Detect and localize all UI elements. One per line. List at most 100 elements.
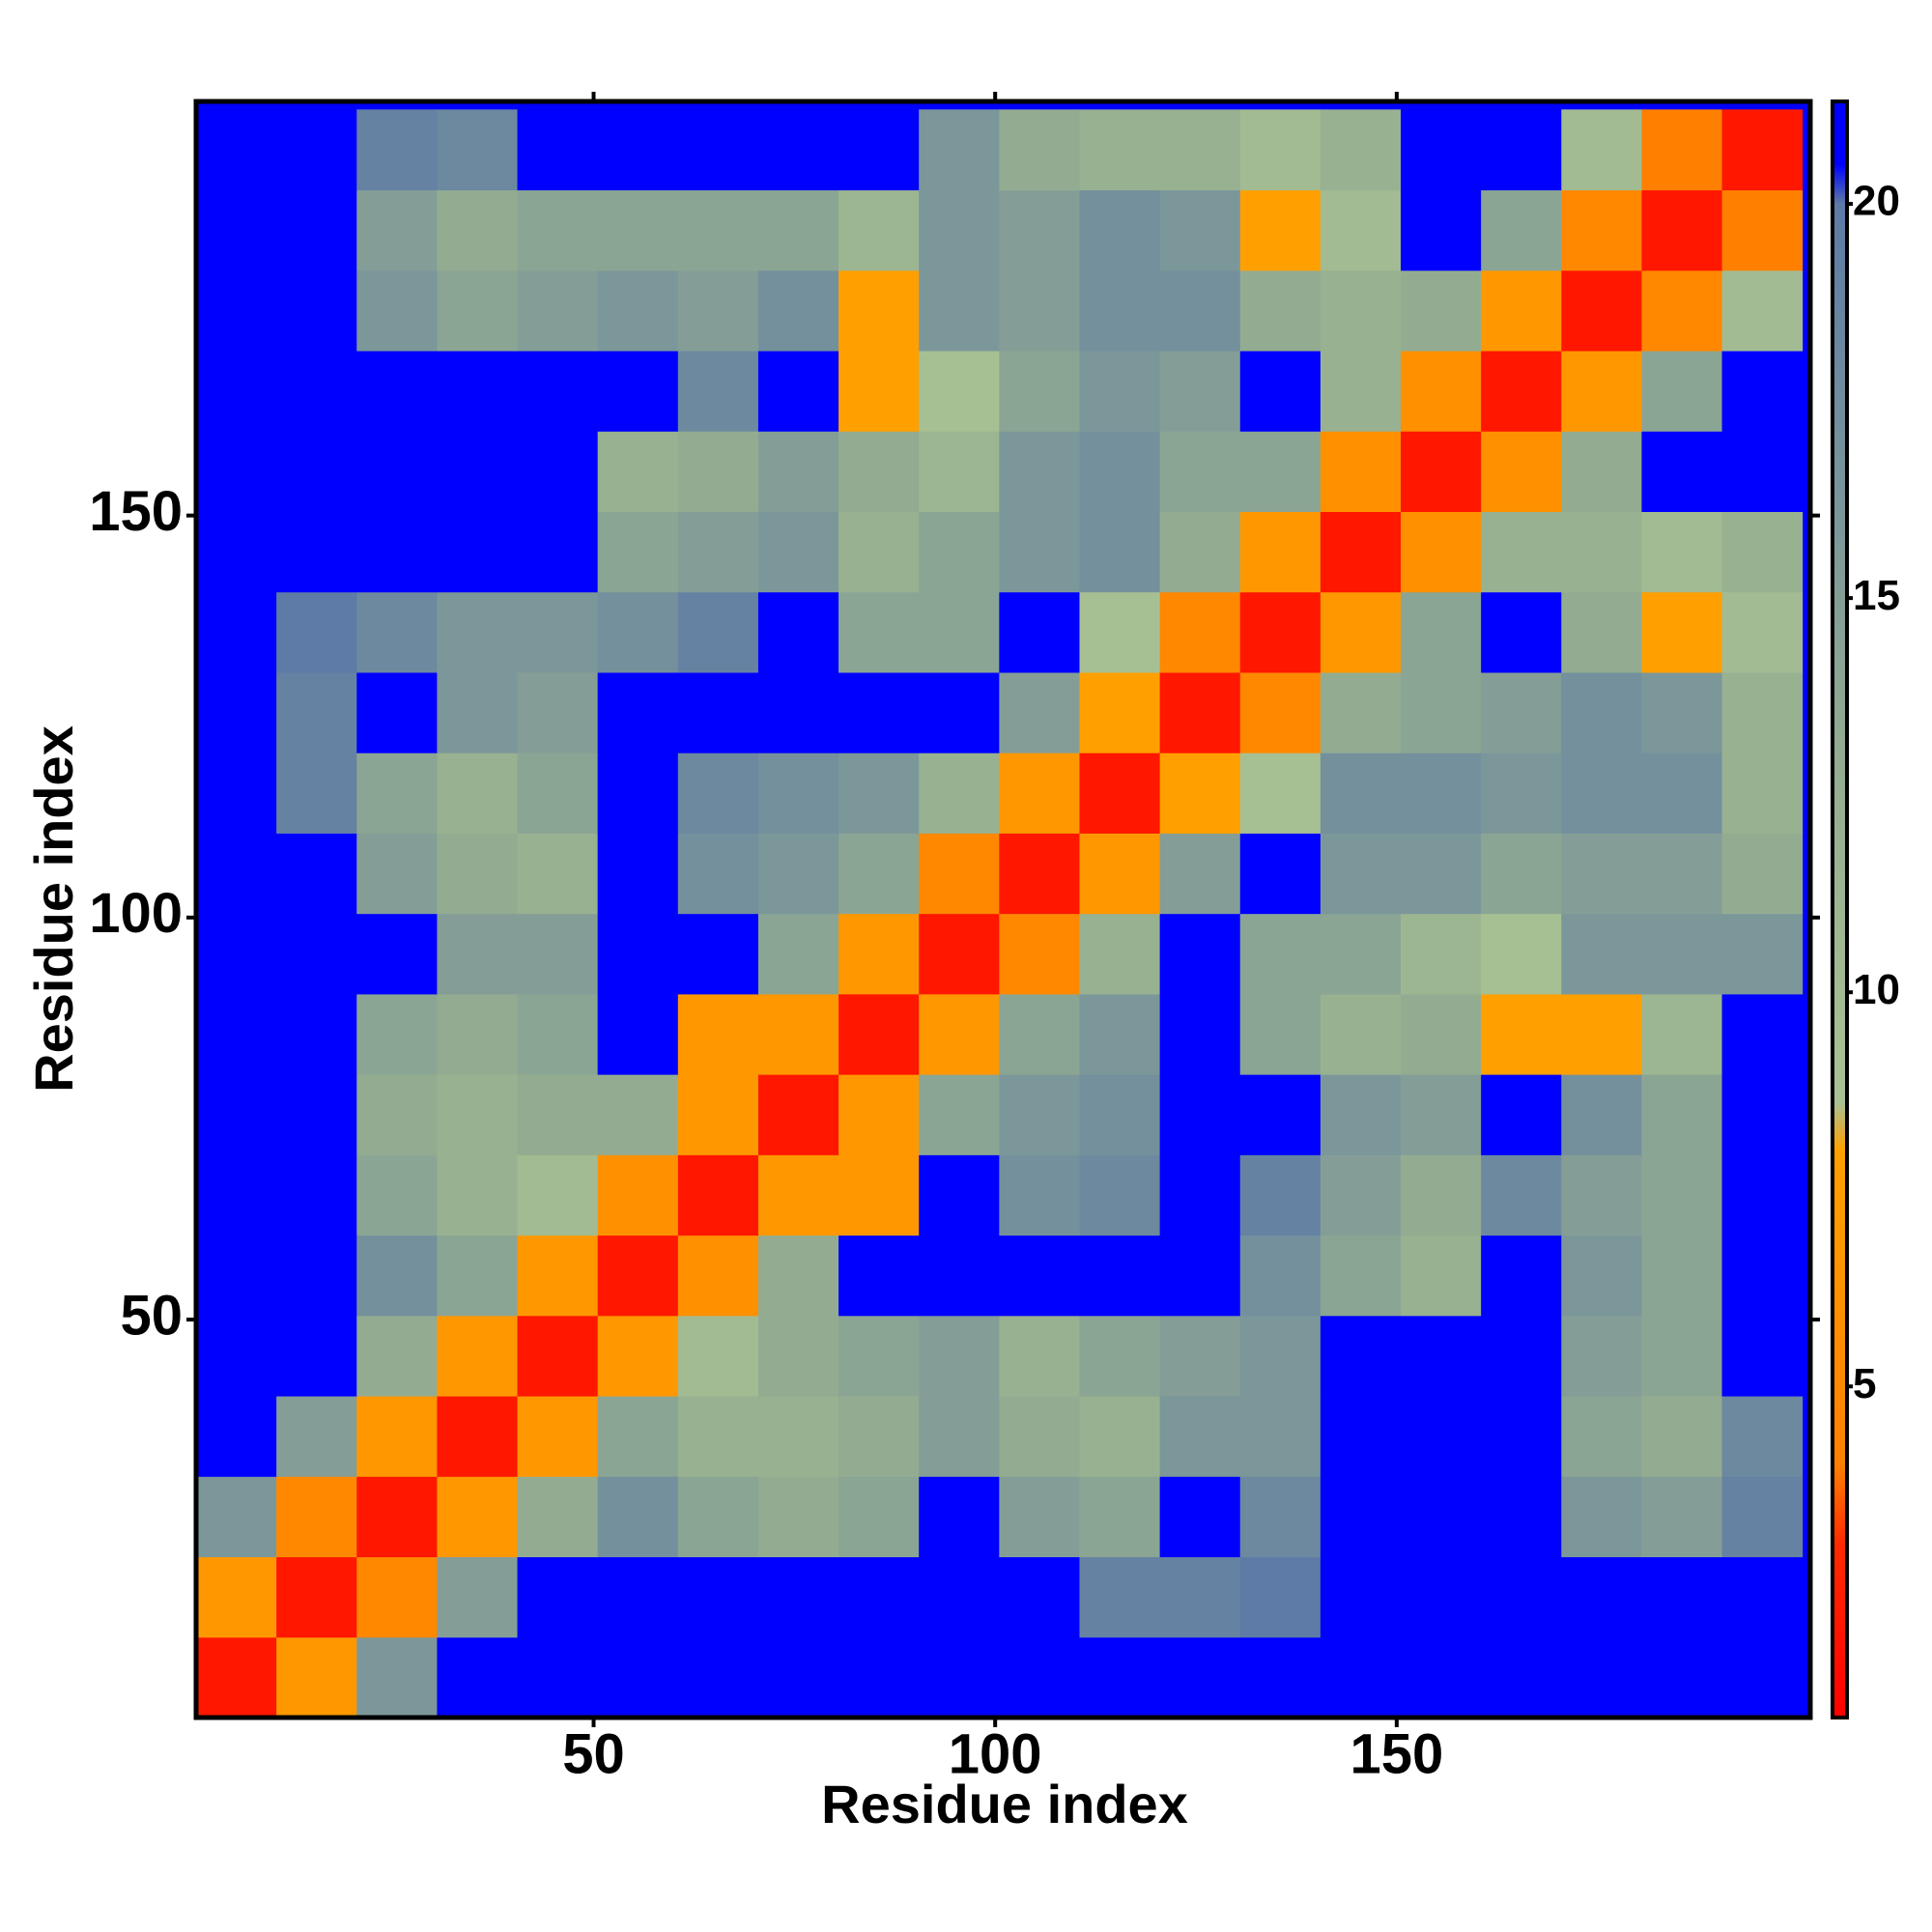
heatmap-cell (437, 511, 519, 593)
heatmap-cell (1561, 671, 1642, 753)
heatmap-cell (356, 1396, 438, 1477)
heatmap-cell (356, 993, 438, 1075)
heatmap-cell (1239, 1636, 1321, 1719)
heatmap-cell (356, 1636, 438, 1719)
heatmap-cell (276, 1396, 357, 1477)
heatmap-cell (597, 270, 679, 352)
heatmap-cell (1079, 351, 1161, 432)
heatmap-cell (1481, 1315, 1562, 1397)
heatmap-cell (1079, 511, 1161, 593)
heatmap-cell (1721, 351, 1804, 432)
heatmap-cell (1159, 431, 1241, 512)
heatmap-cell (1079, 913, 1161, 995)
y-axis-title: Residue index (23, 725, 84, 1093)
heatmap-cell (437, 1315, 519, 1397)
heatmap-cell (1079, 1154, 1161, 1236)
heatmap-cell (838, 511, 920, 593)
heatmap-cell (1641, 1315, 1723, 1397)
heatmap-cell (1079, 1476, 1161, 1558)
heatmap-cell (1401, 833, 1482, 915)
heatmap-cell (1401, 511, 1482, 593)
heatmap-cell (919, 431, 1000, 512)
heatmap-cell (1481, 511, 1562, 593)
heatmap-cell (1401, 753, 1482, 834)
heatmap-cell (677, 993, 759, 1075)
heatmap-cell (919, 1315, 1000, 1397)
heatmap-cell (1561, 591, 1642, 673)
heatmap-cell (999, 671, 1080, 753)
heatmap-cell (276, 270, 357, 352)
heatmap-cell (276, 913, 357, 995)
heatmap-cell (1481, 431, 1562, 512)
heatmap-cell (757, 270, 839, 352)
heatmap-cell (919, 1235, 1000, 1317)
heatmap-cell (1561, 1476, 1642, 1558)
heatmap-cell (1079, 1636, 1161, 1719)
heatmap-cell (1159, 1636, 1241, 1719)
heatmap-cell (437, 1154, 519, 1236)
heatmap-cell (999, 351, 1080, 432)
heatmap-cell (1079, 1235, 1161, 1317)
heatmap-cell (1401, 671, 1482, 753)
heatmap-cell (757, 1556, 839, 1638)
heatmap-cell (1079, 189, 1161, 271)
heatmap-cell (757, 591, 839, 673)
heatmap-cell (1561, 1556, 1642, 1638)
heatmap-cell (1159, 1476, 1241, 1558)
heatmap-cell (517, 431, 599, 512)
heatmap-cell (919, 1476, 1000, 1558)
heatmap-cell (517, 993, 599, 1075)
heatmap-cell (1239, 431, 1321, 512)
heatmap-cell (1641, 511, 1723, 593)
heatmap-cell (1159, 1315, 1241, 1397)
heatmap-cell (999, 1556, 1080, 1638)
heatmap-cell (1401, 1636, 1482, 1719)
heatmap-cell (999, 1315, 1080, 1397)
heatmap-cell (919, 1636, 1000, 1719)
heatmap-cell (999, 1396, 1080, 1477)
heatmap-cell (1401, 1154, 1482, 1236)
heatmap-cell (1159, 511, 1241, 593)
heatmap-cell (1159, 913, 1241, 995)
heatmap-cell (1239, 1154, 1321, 1236)
heatmap-cell (1320, 591, 1402, 673)
heatmap-cell (757, 109, 839, 191)
heatmap-cell (677, 109, 759, 191)
heatmap-cell (356, 109, 438, 191)
axes: 50 100 150 50 100 150 5 10 15 20 (89, 92, 1900, 1785)
heatmap-cell (838, 833, 920, 915)
heatmap-cell (1401, 1476, 1482, 1558)
heatmap-cell (517, 189, 599, 271)
heatmap-cell (437, 351, 519, 432)
heatmap-cell (919, 993, 1000, 1075)
heatmap-cell (1239, 109, 1321, 191)
heatmap-cell (356, 671, 438, 753)
heatmap-cell (356, 431, 438, 512)
heatmap-cell (1561, 1315, 1642, 1397)
heatmap-cell (1159, 1396, 1241, 1477)
heatmap-cell (196, 671, 277, 753)
heatmap-cell (677, 1396, 759, 1477)
heatmap-cell (919, 351, 1000, 432)
y-tick-label: 50 (120, 1284, 183, 1347)
heatmap-cell (1401, 431, 1482, 512)
heatmap-cell (1641, 1556, 1723, 1638)
heatmap-cell (1401, 109, 1482, 191)
heatmap-cell (1079, 591, 1161, 673)
heatmap-cell (1641, 109, 1723, 191)
heatmap-cell (1721, 431, 1804, 512)
heatmap-cell (1721, 511, 1804, 593)
heatmap-cell (838, 591, 920, 673)
heatmap-cell (276, 753, 357, 834)
heatmap-cell (919, 511, 1000, 593)
heatmap-cell (1561, 189, 1642, 271)
heatmap-cell (919, 1154, 1000, 1236)
heatmap-cell (356, 591, 438, 673)
heatmap-cell (677, 511, 759, 593)
heatmap-cell (999, 1235, 1080, 1317)
heatmap-cell (276, 833, 357, 915)
heatmap-cell (1721, 1315, 1804, 1397)
heatmap-cell (1481, 1235, 1562, 1317)
heatmap-cell (196, 189, 277, 271)
heatmap-cell (1239, 833, 1321, 915)
